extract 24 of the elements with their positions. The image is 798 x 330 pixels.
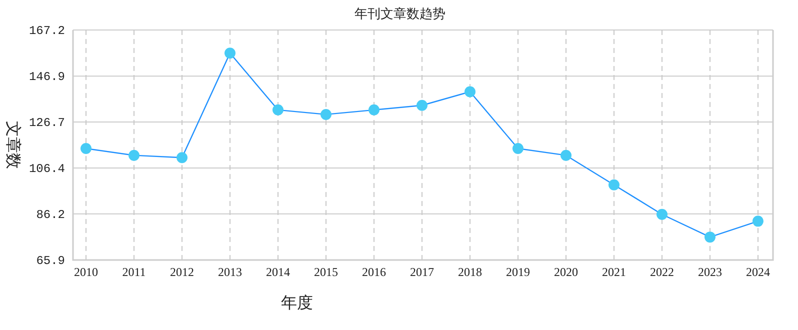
- y-tick-label: 126.7: [28, 116, 65, 130]
- x-tick-label: 2017: [410, 265, 434, 279]
- x-axis-title: 年度: [281, 294, 313, 312]
- x-tick-label: 2011: [122, 265, 146, 279]
- x-tick-label: 2016: [362, 265, 386, 279]
- y-axis-title: 文章数: [4, 121, 22, 169]
- x-tick-label: 2022: [650, 265, 674, 279]
- chart-title: 年刊文章数趋势: [354, 6, 446, 21]
- x-tick-label: 2012: [170, 265, 194, 279]
- x-tick-label: 2020: [554, 265, 578, 279]
- y-tick-label: 106.4: [28, 162, 65, 176]
- x-tick-label: 2024: [746, 265, 770, 279]
- x-tick-label: 2019: [506, 265, 530, 279]
- x-tick-label: 2021: [602, 265, 626, 279]
- y-tick-label: 167.2: [28, 24, 65, 38]
- y-tick-label: 146.9: [28, 70, 65, 84]
- y-tick-label: 86.2: [36, 208, 65, 222]
- y-tick-label: 65.9: [36, 254, 65, 268]
- x-tick-label: 2023: [698, 265, 722, 279]
- x-tick-label: 2010: [74, 265, 98, 279]
- x-tick-label: 2015: [314, 265, 338, 279]
- x-tick-label: 2014: [266, 265, 290, 279]
- x-tick-label: 2018: [458, 265, 482, 279]
- x-tick-label: 2013: [218, 265, 242, 279]
